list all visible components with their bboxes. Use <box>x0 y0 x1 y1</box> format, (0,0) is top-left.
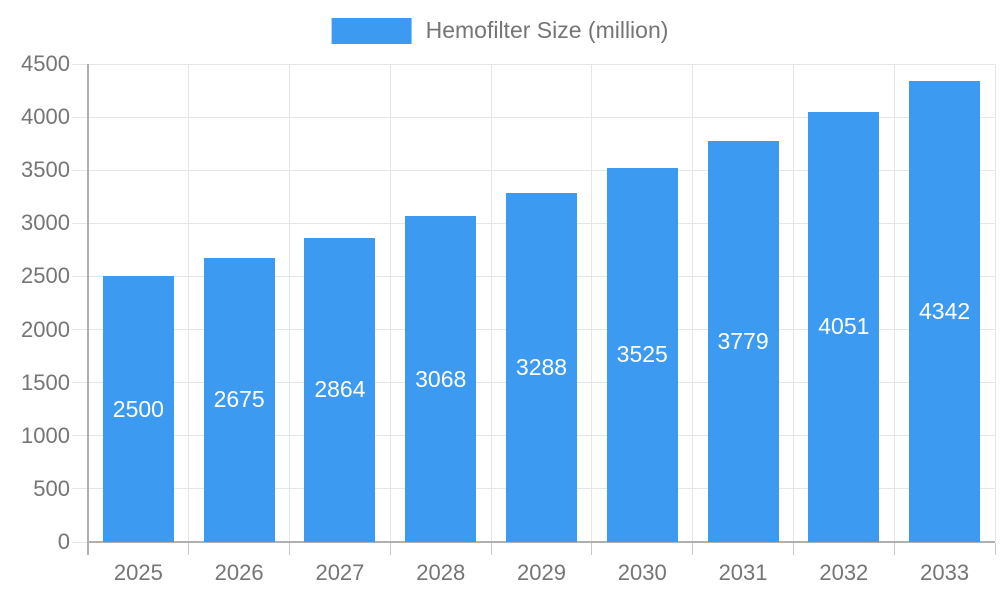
x-axis-tick <box>692 543 694 555</box>
y-gridline <box>72 116 995 118</box>
y-axis-tick-label: 1500 <box>21 369 70 395</box>
bar-2028: 3068 <box>405 216 477 542</box>
x-gridline <box>188 64 190 542</box>
x-axis-tick <box>389 543 391 555</box>
x-gridline <box>994 64 996 542</box>
x-axis-tick <box>792 543 794 555</box>
x-gridline <box>591 64 593 542</box>
legend-item[interactable]: Hemofilter Size (million) <box>331 17 669 44</box>
x-gridline <box>490 64 492 542</box>
x-axis-tick <box>188 543 190 555</box>
y-axis-tick-label: 4000 <box>21 104 70 130</box>
x-axis-tick-label: 2029 <box>517 560 566 585</box>
x-axis-tick <box>490 543 492 555</box>
x-axis-tick-label: 2032 <box>819 560 869 585</box>
y-axis-tick-label: 1000 <box>21 422 70 448</box>
y-axis-tick-label: 4500 <box>21 51 70 76</box>
bar-2032: 4051 <box>808 111 880 542</box>
x-gridline <box>289 64 291 542</box>
x-axis-tick-label: 2030 <box>617 560 667 585</box>
x-axis-tick <box>289 543 291 555</box>
bar-2025: 2500 <box>102 276 174 542</box>
bar-value-label: 2500 <box>112 395 164 422</box>
bar-value-label: 2675 <box>213 386 265 413</box>
x-gridline <box>893 64 895 542</box>
x-axis-tick-label: 2025 <box>113 560 163 585</box>
bar-value-label: 4051 <box>818 313 870 340</box>
bar-2029: 3288 <box>506 192 577 542</box>
x-axis-tick-label: 2033 <box>920 560 970 585</box>
x-axis-tick <box>591 543 593 555</box>
bar-2026: 2675 <box>203 257 275 542</box>
y-gridline <box>72 169 995 171</box>
bar-2027: 2864 <box>304 237 376 542</box>
y-axis-line <box>87 64 89 555</box>
x-axis-tick-label: 2027 <box>315 560 365 585</box>
x-gridline <box>692 64 694 542</box>
y-axis-tick-label: 2500 <box>21 263 70 289</box>
y-axis-tick-label: 3000 <box>21 210 70 236</box>
bar-value-label: 3288 <box>515 353 568 380</box>
x-gridline <box>792 64 794 542</box>
legend-label: Hemofilter Size (million) <box>425 17 669 43</box>
x-axis-tick-label: 2028 <box>416 560 466 585</box>
y-axis-tick-label: 0 <box>57 529 70 554</box>
bar-value-label: 4342 <box>919 297 971 324</box>
bar-value-label: 3779 <box>717 327 769 354</box>
x-axis-tick-label: 2031 <box>718 560 768 585</box>
legend-swatch <box>331 17 412 44</box>
bar-value-label: 2864 <box>314 376 366 403</box>
y-gridline <box>72 63 995 65</box>
bar-2030: 3525 <box>606 167 678 542</box>
bar-2033: 4342 <box>909 80 981 542</box>
y-axis-tick-label: 3500 <box>21 157 70 183</box>
x-axis-tick <box>994 543 996 555</box>
bar-2031: 3779 <box>707 140 779 542</box>
bar-value-label: 3068 <box>415 365 467 392</box>
x-axis-tick-label: 2026 <box>214 560 264 585</box>
x-gridline <box>389 64 391 542</box>
x-axis-tick <box>893 543 895 555</box>
y-axis-tick-label: 2000 <box>21 316 70 342</box>
y-axis-tick-label: 500 <box>33 475 70 501</box>
x-axis-line <box>88 541 995 543</box>
bar-value-label: 3525 <box>616 341 668 368</box>
